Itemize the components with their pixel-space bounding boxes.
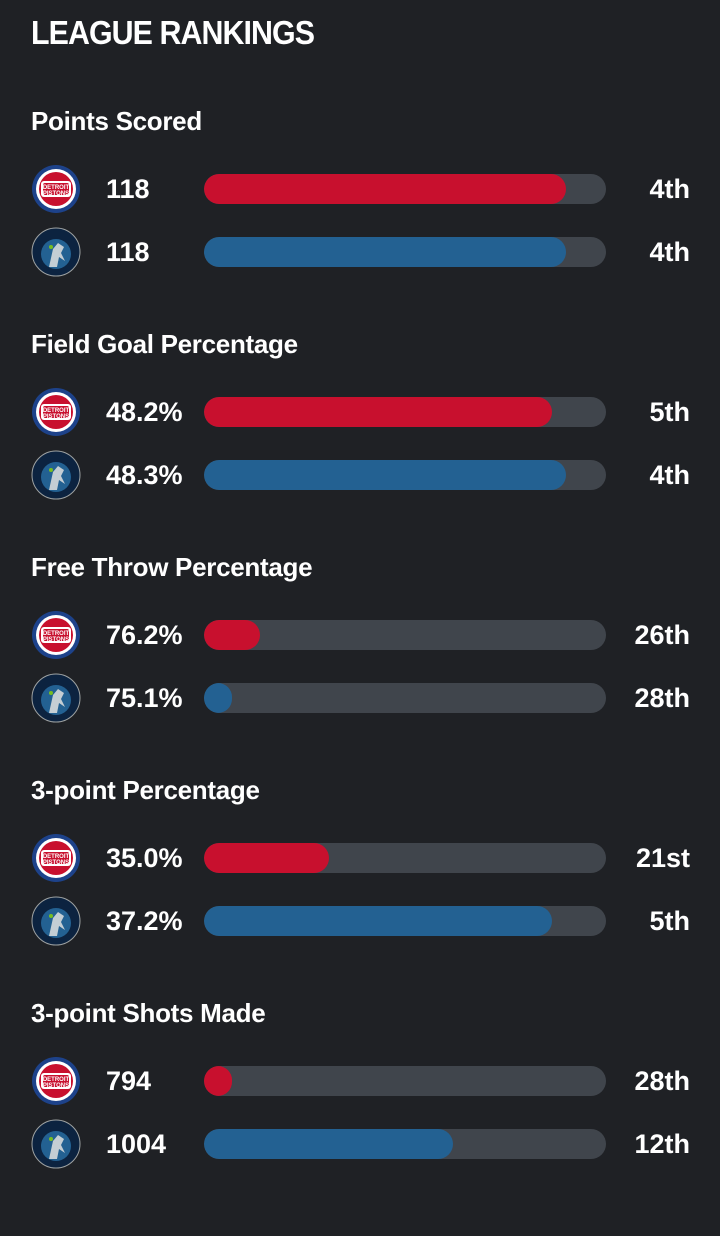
- svg-text:PISTONS: PISTONS: [43, 414, 69, 420]
- ranking-section: Free Throw Percentage DETROIT PISTONS 76.…: [0, 552, 720, 790]
- rank-bar: [204, 620, 606, 650]
- wolves-logo-icon: [31, 1119, 81, 1169]
- wolves-logo-icon: [31, 896, 81, 946]
- section-title: 3-point Percentage: [31, 775, 260, 805]
- rank-bar: [204, 906, 606, 936]
- stat-value: 794: [106, 1066, 152, 1096]
- stat-value: 48.3%: [106, 460, 183, 490]
- stat-value: 48.2%: [106, 397, 183, 427]
- rank-bar-fill: [204, 906, 553, 936]
- pistons-logo-icon: DETROIT PISTONS: [31, 164, 81, 214]
- team-row-pistons: DETROIT PISTONS 35.0% 21st: [0, 833, 720, 883]
- team-row-pistons: DETROIT PISTONS 76.2% 26th: [0, 610, 720, 660]
- ranking-section: Points Scored DETROIT PISTONS 118 4th 118…: [0, 106, 720, 344]
- team-row-wolves: 75.1% 28th: [0, 673, 720, 723]
- team-row-pistons: DETROIT PISTONS 794 28th: [0, 1056, 720, 1106]
- svg-text:PISTONS: PISTONS: [43, 860, 69, 866]
- league-rank: 4th: [649, 237, 691, 267]
- league-rank: 26th: [634, 620, 690, 650]
- team-row-wolves: 48.3% 4th: [0, 450, 720, 500]
- stat-value: 1004: [106, 1129, 167, 1159]
- team-row-pistons: DETROIT PISTONS 48.2% 5th: [0, 387, 720, 437]
- rank-bar-fill: [204, 843, 329, 873]
- league-rank: 28th: [634, 683, 690, 713]
- stat-value: 75.1%: [106, 683, 183, 713]
- stat-value: 35.0%: [106, 843, 183, 873]
- league-rank: 4th: [649, 174, 691, 204]
- wolves-logo-icon: [31, 450, 81, 500]
- svg-text:DETROIT: DETROIT: [43, 631, 70, 637]
- team-row-pistons: DETROIT PISTONS 118 4th: [0, 164, 720, 214]
- svg-text:DETROIT: DETROIT: [43, 1077, 70, 1083]
- rank-bar-fill: [204, 620, 261, 650]
- rank-bar-fill: [204, 1129, 454, 1159]
- rank-bar: [204, 843, 606, 873]
- league-rank: 12th: [634, 1129, 690, 1159]
- league-rank: 4th: [649, 460, 691, 490]
- wolves-logo-icon: [31, 227, 81, 277]
- stat-value: 118: [106, 174, 150, 204]
- svg-text:DETROIT: DETROIT: [43, 185, 70, 191]
- svg-text:PISTONS: PISTONS: [43, 1083, 69, 1089]
- rank-bar-fill: [204, 1066, 233, 1096]
- svg-text:DETROIT: DETROIT: [43, 408, 70, 414]
- team-row-wolves: 118 4th: [0, 227, 720, 277]
- pistons-logo-icon: DETROIT PISTONS: [31, 833, 81, 883]
- svg-text:DETROIT: DETROIT: [43, 854, 70, 860]
- svg-text:PISTONS: PISTONS: [43, 191, 69, 197]
- rank-bar-fill: [204, 683, 233, 713]
- stat-value: 37.2%: [106, 906, 183, 936]
- team-row-wolves: 37.2% 5th: [0, 896, 720, 946]
- section-title: Points Scored: [31, 106, 202, 136]
- wolves-logo-icon: [31, 673, 81, 723]
- rank-bar: [204, 174, 606, 204]
- section-title: Free Throw Percentage: [31, 552, 313, 582]
- ranking-section: 3-point Shots Made DETROIT PISTONS 794 28…: [0, 998, 720, 1236]
- league-rank: 21st: [635, 843, 690, 873]
- section-title: Field Goal Percentage: [31, 329, 298, 359]
- rank-bar-fill: [204, 397, 553, 427]
- ranking-section: Field Goal Percentage DETROIT PISTONS 48.…: [0, 329, 720, 567]
- rank-bar: [204, 1129, 606, 1159]
- pistons-logo-icon: DETROIT PISTONS: [31, 387, 81, 437]
- section-title: 3-point Shots Made: [31, 998, 266, 1028]
- page-title: LEAGUE RANKINGS: [31, 14, 315, 51]
- stat-value: 118: [106, 237, 150, 267]
- rank-bar: [204, 237, 606, 267]
- svg-text:PISTONS: PISTONS: [43, 637, 69, 643]
- league-rank: 28th: [634, 1066, 690, 1096]
- stat-value: 76.2%: [106, 620, 183, 650]
- rank-bar-fill: [204, 174, 566, 204]
- ranking-section: 3-point Percentage DETROIT PISTONS 35.0% …: [0, 775, 720, 1013]
- league-rank: 5th: [649, 397, 691, 427]
- rank-bar: [204, 460, 606, 490]
- rank-bar: [204, 397, 606, 427]
- rank-bar-fill: [204, 237, 566, 267]
- league-rank: 5th: [649, 906, 691, 936]
- rank-bar-fill: [204, 460, 566, 490]
- team-row-wolves: 1004 12th: [0, 1119, 720, 1169]
- pistons-logo-icon: DETROIT PISTONS: [31, 1056, 81, 1106]
- pistons-logo-icon: DETROIT PISTONS: [31, 610, 81, 660]
- rank-bar: [204, 1066, 606, 1096]
- rank-bar: [204, 683, 606, 713]
